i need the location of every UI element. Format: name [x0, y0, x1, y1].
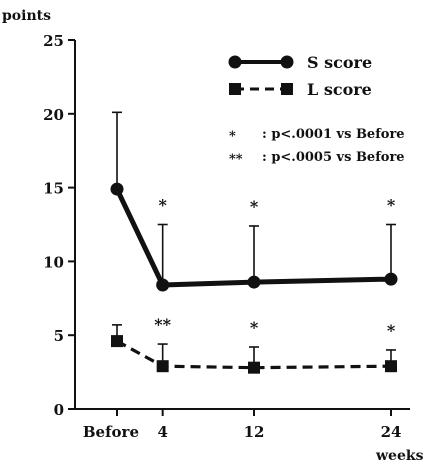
error-bars [112, 111, 396, 368]
data-point-circle [247, 275, 261, 289]
data-point-circle [156, 278, 170, 292]
legend-marker-circle [280, 55, 294, 69]
significance-mark: * [158, 196, 167, 215]
significance-mark: * [387, 321, 396, 340]
legend: S score L score [228, 53, 372, 99]
note-symbol-single: * [229, 129, 236, 144]
legend-marker-square [229, 83, 241, 95]
axes: 0 5 10 15 20 25 Before 4 12 24 points weeks [2, 8, 424, 464]
legend-label-s-score: S score [307, 53, 372, 72]
y-ticks: 0 5 10 15 20 25 [43, 32, 75, 419]
x-ticks: Before 4 12 24 [83, 409, 402, 441]
legend-item-l-score: L score [229, 80, 372, 99]
legend-marker-square [281, 83, 293, 95]
x-tick-label: 24 [381, 423, 402, 441]
x-tick-label: 12 [244, 423, 265, 441]
y-tick-label: 25 [43, 32, 64, 50]
significance-marks: * * *** * * [154, 196, 396, 340]
note-text-double: : p<.0005 vs Before [262, 150, 405, 165]
y-tick-label: 0 [54, 401, 64, 419]
series-line-s-score [114, 188, 392, 288]
legend-marker-circle [228, 55, 242, 69]
data-point-circle [110, 182, 124, 196]
x-tick-label: 4 [157, 423, 167, 441]
y-tick-label: 10 [43, 253, 64, 271]
note-symbol-double: ** [229, 152, 243, 167]
y-axis-title: points [2, 8, 51, 24]
x-tick-label: Before [83, 423, 139, 441]
x-axis-title: weeks [375, 448, 424, 464]
significance-notes: * : p<.0001 vs Before ** : p<.0005 vs Be… [229, 127, 405, 167]
series-markers [110, 182, 398, 374]
significance-mark: ** [154, 315, 171, 334]
data-point-square [156, 360, 169, 373]
y-tick-label: 15 [43, 180, 64, 198]
legend-label-l-score: L score [307, 80, 372, 99]
significance-mark: * [250, 197, 259, 216]
series-line-l-score [116, 339, 392, 370]
significance-mark: * [387, 196, 396, 215]
data-point-square [111, 335, 123, 348]
significance-mark: * [250, 318, 259, 337]
legend-item-s-score: S score [228, 53, 372, 72]
data-point-square [385, 360, 397, 373]
data-point-circle [384, 272, 398, 286]
series-lines [114, 188, 392, 370]
y-tick-label: 20 [43, 106, 64, 124]
note-text-single: : p<.0001 vs Before [262, 127, 405, 142]
data-point-square [248, 361, 260, 374]
y-tick-label: 5 [54, 327, 64, 345]
